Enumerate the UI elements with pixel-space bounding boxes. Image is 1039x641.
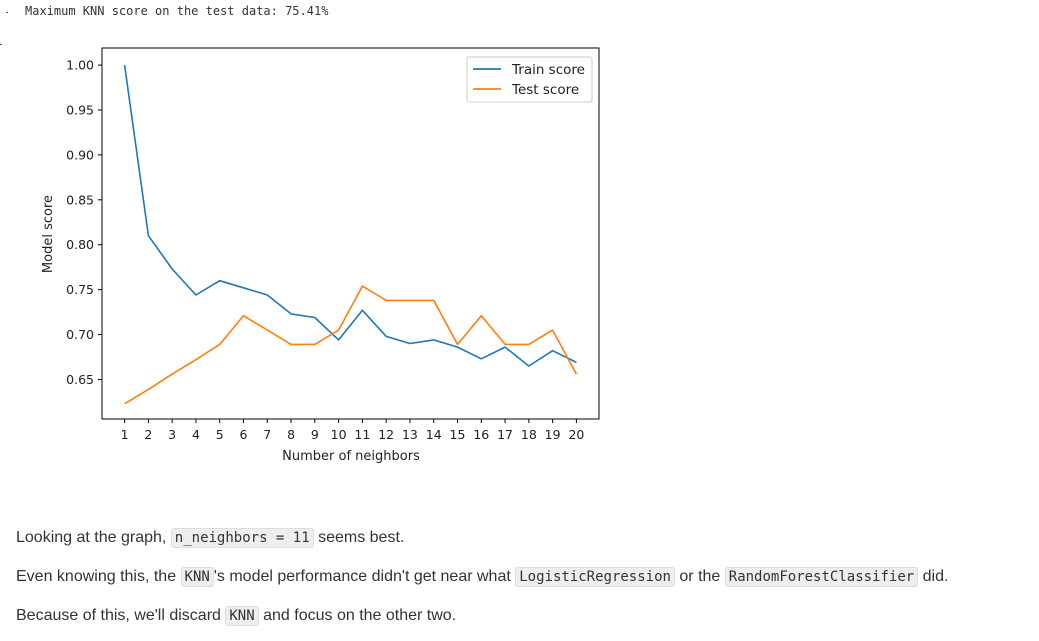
cell-separator-marker xyxy=(0,44,2,45)
x-tick-label: 19 xyxy=(545,427,561,442)
output-prompt-marker xyxy=(6,12,8,13)
x-tick-label: 5 xyxy=(216,427,224,442)
y-tick-label: 0.75 xyxy=(66,282,94,297)
x-tick-label: 18 xyxy=(521,427,537,442)
p1-code-n-neighbors: n_neighbors = 11 xyxy=(170,528,314,548)
legend-label: Train score xyxy=(511,62,585,78)
series-line-test-score xyxy=(124,285,578,405)
p1-text-1: Looking at the graph, xyxy=(16,529,171,546)
plot-frame xyxy=(101,47,600,420)
y-axis-label: Model score xyxy=(41,195,56,273)
x-tick-label: 3 xyxy=(168,427,176,442)
x-axis-label: Number of neighbors xyxy=(282,449,420,464)
y-axis-ticks: 0.65 0.70 0.75 0.80 0.85 0.90 0.95 1.00 xyxy=(66,58,102,387)
x-tick-label: 10 xyxy=(331,427,347,442)
series-lines xyxy=(123,64,578,405)
x-tick-label: 9 xyxy=(311,427,319,442)
y-tick-label: 0.90 xyxy=(66,147,94,162)
x-tick-label: 13 xyxy=(402,427,418,442)
x-tick-label: 2 xyxy=(144,427,152,442)
x-tick-label: 7 xyxy=(263,427,271,442)
x-tick-label: 16 xyxy=(473,427,489,442)
y-tick-label: 0.85 xyxy=(66,192,94,207)
markdown-paragraph-3: Because of this, we'll discard KNN and f… xyxy=(16,606,457,626)
p2-code-random-forest: RandomForestClassifier xyxy=(724,567,919,587)
markdown-paragraph-2: Even knowing this, the KNN's model perfo… xyxy=(16,567,949,587)
x-tick-label: 14 xyxy=(426,427,442,442)
cell-output-text: Maximum KNN score on the test data: 75.4… xyxy=(25,4,329,18)
x-tick-label: 11 xyxy=(354,427,370,442)
p3-text-1: Because of this, we'll discard xyxy=(16,607,226,624)
x-tick-label: 4 xyxy=(192,427,200,442)
x-tick-label: 8 xyxy=(287,427,295,442)
p2-text-4: did. xyxy=(918,568,949,585)
p3-code-knn: KNN xyxy=(225,606,259,626)
x-tick-label: 1 xyxy=(121,427,129,442)
x-tick-label: 17 xyxy=(497,427,513,442)
markdown-paragraph-1: Looking at the graph, n_neighbors = 11 s… xyxy=(16,528,405,548)
series-line-train-score xyxy=(123,64,577,367)
p1-text-2: seems best. xyxy=(313,529,405,546)
x-tick-label: 12 xyxy=(378,427,394,442)
y-tick-label: 0.80 xyxy=(66,237,94,252)
p2-code-knn: KNN xyxy=(180,567,214,587)
p2-text-2: 's model performance didn't get near wha… xyxy=(213,568,516,585)
p2-code-logistic-regression: LogisticRegression xyxy=(515,567,675,587)
legend: Train score Test score xyxy=(466,56,593,103)
legend-label: Test score xyxy=(511,82,579,98)
y-tick-label: 0.70 xyxy=(66,327,94,342)
p3-text-2: and focus on the other two. xyxy=(258,607,457,624)
y-tick-label: 0.95 xyxy=(66,102,94,117)
p2-text-1: Even knowing this, the xyxy=(16,568,181,585)
x-tick-label: 15 xyxy=(450,427,466,442)
x-tick-label: 20 xyxy=(568,427,584,442)
y-tick-label: 1.00 xyxy=(66,58,94,73)
y-tick-label: 0.65 xyxy=(66,372,94,387)
x-tick-label: 6 xyxy=(240,427,248,442)
x-axis-ticks: 1 2 3 4 5 6 7 8 9 10 11 12 13 14 15 16 17 18 19 20 xyxy=(121,419,584,442)
p2-text-3: or the xyxy=(674,568,725,585)
